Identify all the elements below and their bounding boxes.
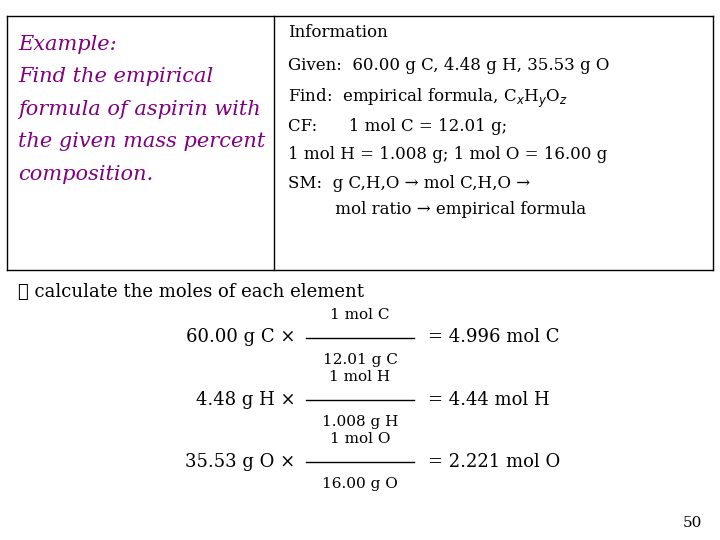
Text: Find:  empirical formula, C$_x$H$_y$O$_z$: Find: empirical formula, C$_x$H$_y$O$_z$ <box>288 86 568 110</box>
Text: Find the empirical: Find the empirical <box>18 68 213 86</box>
Text: 4.48 g H ×: 4.48 g H × <box>196 390 295 409</box>
Text: Information: Information <box>288 24 388 41</box>
Text: 50: 50 <box>683 516 702 530</box>
Text: Example:: Example: <box>18 35 117 54</box>
Text: mol ratio → empirical formula: mol ratio → empirical formula <box>288 201 586 218</box>
Text: 1 mol H = 1.008 g; 1 mol O = 16.00 g: 1 mol H = 1.008 g; 1 mol O = 16.00 g <box>288 146 607 163</box>
Text: = 2.221 mol O: = 2.221 mol O <box>428 453 561 471</box>
Text: 1 mol H: 1 mol H <box>330 370 390 384</box>
Text: ✓ calculate the moles of each element: ✓ calculate the moles of each element <box>18 284 364 301</box>
Text: 35.53 g O ×: 35.53 g O × <box>185 453 295 471</box>
Text: 1 mol O: 1 mol O <box>330 432 390 446</box>
Text: formula of aspirin with: formula of aspirin with <box>18 100 261 119</box>
Text: composition.: composition. <box>18 165 153 184</box>
Text: = 4.996 mol C: = 4.996 mol C <box>428 328 560 347</box>
Text: = 4.44 mol H: = 4.44 mol H <box>428 390 550 409</box>
Text: 1.008 g H: 1.008 g H <box>322 415 398 429</box>
Text: Given:  60.00 g C, 4.48 g H, 35.53 g O: Given: 60.00 g C, 4.48 g H, 35.53 g O <box>288 57 609 73</box>
Text: 1 mol C: 1 mol C <box>330 308 390 322</box>
Text: CF:      1 mol C = 12.01 g;: CF: 1 mol C = 12.01 g; <box>288 118 507 134</box>
Text: 16.00 g O: 16.00 g O <box>322 477 398 491</box>
Text: 60.00 g C ×: 60.00 g C × <box>186 328 295 347</box>
Text: SM:  g C,H,O → mol C,H,O →: SM: g C,H,O → mol C,H,O → <box>288 175 530 192</box>
Text: 12.01 g C: 12.01 g C <box>323 353 397 367</box>
Text: the given mass percent: the given mass percent <box>18 132 265 151</box>
